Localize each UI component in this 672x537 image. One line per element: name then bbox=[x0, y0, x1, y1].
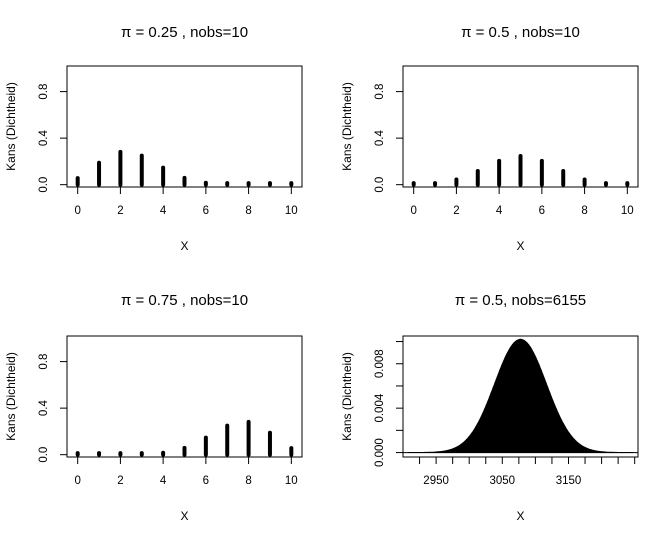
chart-title: π = 0.5 , nobs=10 bbox=[461, 24, 580, 41]
plot-frame bbox=[66, 65, 303, 188]
chart-panel-4: π = 0.5, nobs=6155 X Kans (Dichtheid) 2950 3… bbox=[340, 292, 639, 523]
x-tick-label: 10 bbox=[285, 475, 298, 487]
y-tick-label: 0.8 bbox=[38, 354, 50, 370]
x-tick-label: 4 bbox=[496, 205, 503, 217]
y-tick-label: 0.4 bbox=[374, 130, 386, 147]
x-axis-label: X bbox=[516, 509, 524, 523]
x-axis-label: X bbox=[516, 239, 524, 253]
y-axis-label: Kans (Dichtheid) bbox=[4, 352, 18, 441]
data-marks bbox=[75, 149, 294, 187]
data-marks bbox=[75, 419, 294, 457]
data-marks bbox=[411, 154, 630, 187]
x-axis-label: X bbox=[180, 239, 188, 253]
x-tick-label: 2 bbox=[117, 475, 123, 487]
plot-frame bbox=[402, 65, 639, 188]
x-tick-label: 10 bbox=[285, 205, 298, 217]
y-axis-label: Kans (Dichtheid) bbox=[4, 82, 18, 171]
data-marks bbox=[403, 338, 638, 454]
chart-panel-1: π = 0.25 , nobs=10 X Kans (Dichtheid) 0 2 4 6 8… bbox=[4, 24, 303, 253]
x-tick-label: 8 bbox=[245, 205, 251, 217]
chart-panel-2: π = 0.5 , nobs=10 X Kans (Dichtheid) 0 2 4 6 8 1… bbox=[340, 24, 639, 253]
y-axis: 0.000 0.004 0.008 bbox=[374, 341, 403, 467]
chart-title: π = 0.75 , nobs=10 bbox=[121, 292, 248, 309]
y-tick-label: 0.0 bbox=[38, 177, 50, 193]
x-tick-label: 0 bbox=[410, 205, 416, 217]
x-tick-label: 6 bbox=[203, 205, 209, 217]
density-area bbox=[403, 338, 638, 454]
x-tick-label: 8 bbox=[581, 205, 587, 217]
chart-title: π = 0.5, nobs=6155 bbox=[455, 292, 586, 309]
y-tick-label: 0.000 bbox=[374, 438, 386, 467]
y-axis: 0.0 0.4 0.8 bbox=[374, 84, 403, 193]
x-tick-label: 4 bbox=[160, 205, 167, 217]
plot-frame bbox=[66, 335, 303, 458]
chart-title: π = 0.25 , nobs=10 bbox=[121, 24, 248, 41]
x-tick-label: 6 bbox=[203, 475, 209, 487]
x-tick-label: 3050 bbox=[489, 475, 515, 487]
y-axis-label: Kans (Dichtheid) bbox=[340, 352, 354, 441]
x-tick-label: 6 bbox=[539, 205, 545, 217]
x-axis-label: X bbox=[180, 509, 188, 523]
x-axis: 2950 3050 3150 bbox=[419, 457, 636, 487]
y-axis: 0.0 0.4 0.8 bbox=[38, 354, 67, 463]
y-tick-label: 0.0 bbox=[374, 177, 386, 193]
y-tick-label: 0.4 bbox=[38, 130, 50, 147]
y-tick-label: 0.8 bbox=[374, 84, 386, 100]
x-tick-label: 3150 bbox=[556, 475, 582, 487]
x-tick-label: 10 bbox=[621, 205, 634, 217]
y-tick-label: 0.0 bbox=[38, 447, 50, 463]
x-axis: 0 2 4 6 8 10 bbox=[410, 187, 634, 217]
x-axis: 0 2 4 6 8 10 bbox=[74, 187, 298, 217]
y-tick-label: 0.008 bbox=[374, 349, 386, 378]
x-tick-label: 2 bbox=[453, 205, 459, 217]
x-tick-label: 0 bbox=[74, 475, 80, 487]
x-tick-label: 8 bbox=[245, 475, 251, 487]
y-axis: 0.0 0.4 0.8 bbox=[38, 84, 67, 193]
y-tick-label: 0.8 bbox=[38, 84, 50, 100]
x-tick-label: 0 bbox=[74, 205, 80, 217]
x-tick-label: 2950 bbox=[423, 475, 449, 487]
plot-frame bbox=[402, 335, 639, 458]
y-tick-label: 0.004 bbox=[374, 393, 386, 422]
x-axis: 0 2 4 6 8 10 bbox=[74, 457, 298, 487]
x-tick-label: 2 bbox=[117, 205, 123, 217]
x-tick-label: 4 bbox=[160, 475, 167, 487]
chart-panel-3: π = 0.75 , nobs=10 X Kans (Dichtheid) 0 2 4 6 8… bbox=[4, 292, 303, 523]
y-tick-label: 0.4 bbox=[38, 400, 50, 417]
y-axis-label: Kans (Dichtheid) bbox=[340, 82, 354, 171]
